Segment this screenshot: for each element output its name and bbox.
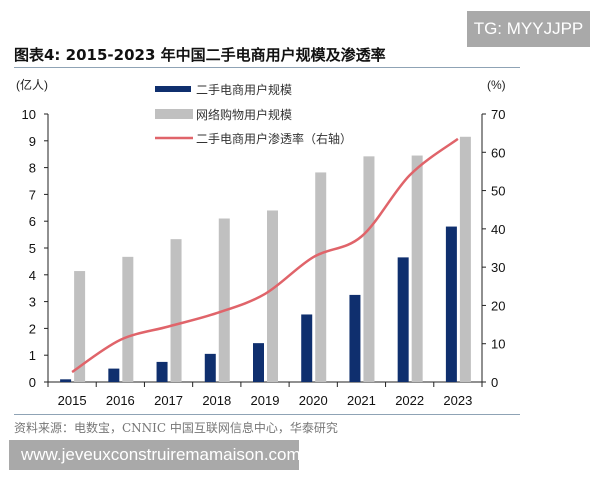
x-tick-label: 2018: [202, 393, 231, 408]
x-tick-label: 2023: [443, 393, 472, 408]
left-tick-label: 4: [29, 268, 36, 283]
right-tick-label: 0: [491, 375, 498, 390]
x-tick-label: 2017: [154, 393, 183, 408]
bar-secondhand-users-2020: [301, 314, 313, 382]
left-tick-label: 10: [22, 107, 36, 122]
legend-label-secondhand-users: 二手电商用户规模: [196, 82, 292, 97]
bar-online-shopping-users-2016: [122, 256, 134, 382]
right-tick-label: 30: [491, 260, 505, 275]
x-tick-label: 2016: [106, 393, 135, 408]
left-tick-label: 8: [29, 161, 36, 176]
bar-online-shopping-users-2015: [74, 271, 86, 382]
watermark-bottom: www.jeveuxconstruiremamaison.com: [9, 440, 301, 470]
right-tick-label: 40: [491, 222, 505, 237]
bottom-divider: [14, 414, 520, 415]
bar-online-shopping-users-2021: [363, 156, 375, 382]
bar-secondhand-users-2021: [349, 294, 361, 382]
bar-online-shopping-users-2017: [170, 239, 182, 382]
left-tick-label: 5: [29, 241, 36, 256]
x-tick-label: 2020: [299, 393, 328, 408]
bar-secondhand-users-2017: [156, 361, 168, 382]
bar-secondhand-users-2015: [60, 379, 72, 382]
legend-swatch-secondhand-users: [155, 86, 191, 92]
x-tick-label: 2021: [347, 393, 376, 408]
x-tick-label: 2022: [395, 393, 424, 408]
legend-label-online-shopping-users: 网络购物用户规模: [196, 107, 292, 122]
x-tick-label: 2019: [251, 393, 280, 408]
chart-title: 图表4: 2015-2023 年中国二手电商用户规模及渗透率: [14, 46, 386, 64]
left-tick-label: 0: [29, 375, 36, 390]
bar-online-shopping-users-2019: [267, 210, 278, 382]
chart-svg: 0 1 2 3 4 5 6 7 8 9 10 0 10 20 30 40 50 60 70 2015 2016 2017 2…: [16, 77, 506, 408]
right-tick-label: 50: [491, 184, 505, 199]
bar-online-shopping-users-2020: [315, 172, 327, 382]
left-tick-label: 9: [29, 134, 36, 149]
bar-secondhand-users-2016: [108, 368, 120, 382]
x-tick-label: 2015: [58, 393, 87, 408]
watermark-top: TG: MYYJJPP: [467, 11, 590, 47]
bar-secondhand-users-2023: [445, 226, 457, 382]
right-tick-label: 10: [491, 337, 505, 352]
legend-swatch-online-shopping-users: [155, 109, 193, 119]
left-tick-label: 3: [29, 295, 36, 310]
right-axis-unit: (%): [487, 78, 506, 92]
left-tick-label: 7: [29, 187, 36, 202]
left-axis-unit: (亿人): [16, 77, 48, 92]
bar-online-shopping-users-2022: [411, 155, 423, 382]
bar-online-shopping-users-2023: [459, 136, 471, 382]
left-tick-label: 2: [29, 321, 36, 336]
bar-secondhand-users-2022: [397, 257, 409, 382]
right-tick-label: 20: [491, 298, 505, 313]
right-tick-label: 70: [491, 107, 505, 122]
bar-secondhand-users-2018: [204, 353, 216, 382]
left-tick-label: 6: [29, 214, 36, 229]
source-note: 资料来源：电数宝，CNNIC 中国互联网信息中心，华泰研究: [14, 421, 338, 435]
title-divider: [14, 67, 520, 68]
bar-secondhand-users-2019: [253, 343, 264, 382]
left-tick-label: 1: [29, 348, 36, 363]
right-tick-label: 60: [491, 145, 505, 160]
bar-online-shopping-users-2018: [218, 218, 230, 382]
legend-label-penetration-rate: 二手电商用户渗透率（右轴）: [196, 131, 352, 146]
